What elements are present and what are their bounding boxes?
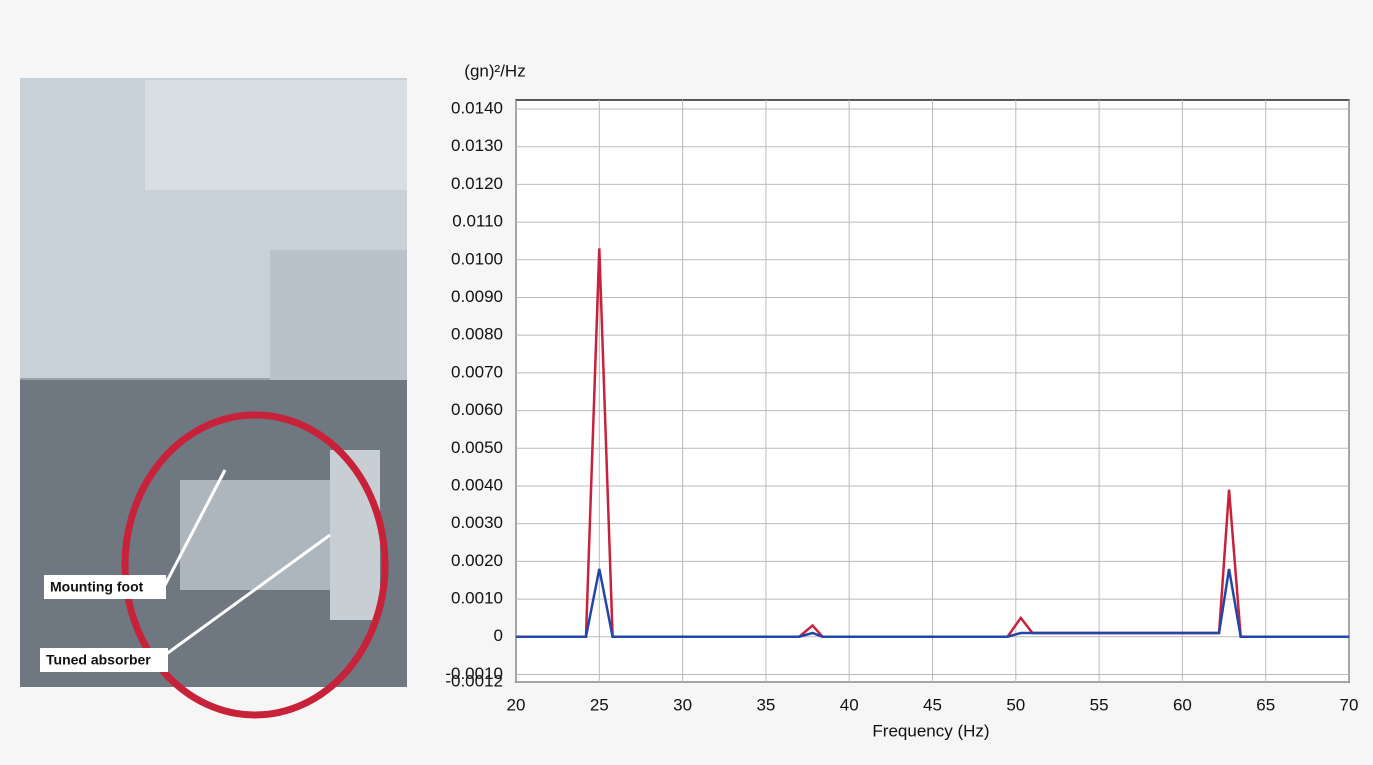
photo: Mounting foot Tuned absorber — [20, 78, 407, 715]
y-tick-label: 0.0080 — [451, 325, 503, 344]
x-axis-label: Frequency (Hz) — [872, 721, 989, 740]
y-tick-label: 0.0060 — [451, 400, 503, 419]
y-tick-label: 0.0100 — [451, 249, 503, 268]
y-tick-label: 0.0110 — [452, 212, 503, 231]
x-tick-label: 30 — [673, 695, 692, 714]
absorber — [330, 450, 380, 620]
y-tick-label: 0.0140 — [451, 98, 503, 117]
foot — [180, 480, 330, 590]
x-tick-label: 40 — [840, 695, 859, 714]
photo-label: Tuned absorber — [46, 652, 151, 668]
x-tick-label: 50 — [1006, 695, 1025, 714]
y-tick-label: 0.0130 — [451, 136, 503, 155]
y-tick-label: 0 — [494, 626, 503, 645]
x-tick-label: 70 — [1340, 695, 1359, 714]
y-tick-label: 0.0030 — [451, 513, 503, 532]
y-tick-label: 0.0120 — [451, 174, 503, 193]
x-tick-label: 55 — [1090, 695, 1109, 714]
machine-fins — [270, 250, 407, 380]
y-tick-label: 0.0040 — [451, 475, 503, 494]
y-axis-label: (gn)²/Hz — [464, 61, 525, 80]
y-tick-label: 0.0010 — [451, 589, 503, 608]
x-tick-label: 65 — [1256, 695, 1275, 714]
x-tick-label: 60 — [1173, 695, 1192, 714]
x-tick-label: 45 — [923, 695, 942, 714]
page: Mounting foot Tuned absorber (gn)²/Hz Fr… — [0, 0, 1373, 765]
x-tick-label: 20 — [507, 695, 526, 714]
y-tick-label: 0.0050 — [451, 438, 503, 457]
y-tick-label: 0.0070 — [451, 362, 503, 381]
y-tick-label: 0.0020 — [451, 551, 503, 570]
y-tick-label: -0.0012 — [445, 671, 503, 690]
x-tick-label: 35 — [756, 695, 775, 714]
machine-top — [145, 80, 407, 190]
photo-label: Mounting foot — [50, 579, 144, 595]
y-tick-label: 0.0090 — [451, 287, 503, 306]
x-tick-label: 25 — [590, 695, 609, 714]
